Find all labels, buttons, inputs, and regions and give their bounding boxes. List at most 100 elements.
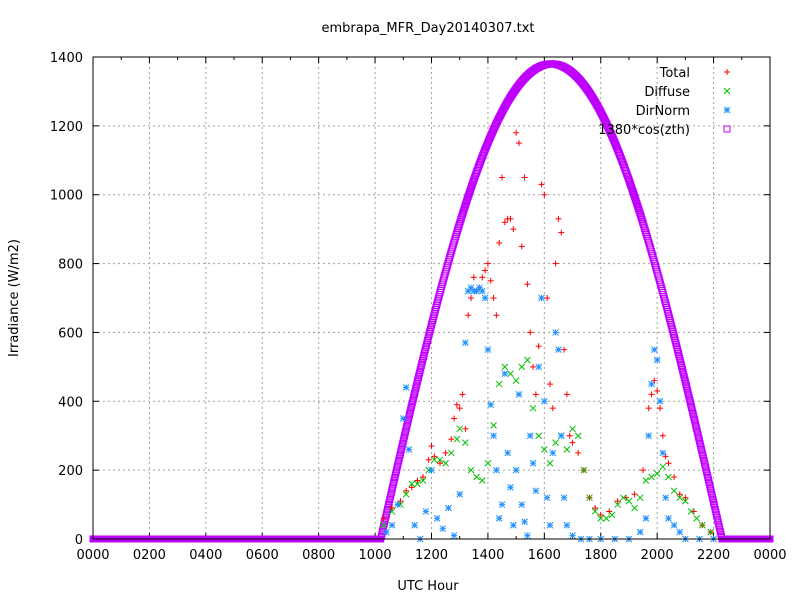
data-point	[678, 364, 686, 372]
data-point	[608, 511, 616, 519]
data-point	[504, 449, 512, 457]
data-point	[418, 357, 426, 365]
data-point	[427, 323, 435, 331]
data-point	[456, 217, 464, 225]
data-point	[490, 422, 497, 429]
data-point	[557, 432, 565, 440]
data-point	[695, 435, 703, 443]
data-point	[393, 466, 401, 474]
data-point	[495, 380, 503, 388]
data-point	[390, 476, 398, 484]
data-point	[665, 312, 673, 320]
data-point	[701, 461, 709, 469]
data-point	[706, 481, 714, 489]
data-point	[509, 521, 517, 529]
series-total	[380, 129, 714, 536]
data-point	[659, 463, 667, 471]
data-point	[484, 346, 492, 353]
data-point	[513, 129, 520, 136]
y-tick-label: 0	[75, 533, 83, 548]
data-point	[387, 488, 395, 496]
data-point	[487, 277, 494, 284]
data-point	[543, 494, 551, 502]
data-point	[668, 325, 676, 333]
data-point	[685, 394, 693, 402]
y-tick-label: 1000	[50, 189, 83, 204]
data-point	[535, 343, 542, 350]
data-point	[642, 477, 650, 484]
data-point	[419, 355, 427, 363]
data-point	[666, 317, 674, 325]
data-point	[404, 415, 412, 423]
data-point	[541, 191, 548, 198]
data-point	[671, 334, 679, 342]
data-point	[597, 511, 604, 518]
data-point	[574, 432, 582, 440]
data-point	[714, 518, 722, 526]
data-point	[670, 332, 678, 340]
data-point	[395, 454, 403, 462]
data-point	[419, 477, 427, 484]
x-tick-label: 1800	[584, 548, 617, 563]
x-tick-label: 1400	[471, 548, 504, 563]
data-point	[402, 427, 410, 435]
data-point	[710, 500, 718, 508]
data-point	[529, 404, 537, 412]
data-point	[703, 469, 711, 477]
data-point	[636, 528, 644, 536]
data-point	[682, 494, 689, 501]
data-point	[390, 478, 398, 486]
data-point	[592, 505, 599, 512]
data-point	[387, 491, 395, 499]
data-point	[693, 427, 701, 435]
data-point	[671, 474, 678, 481]
data-point	[499, 174, 506, 181]
data-point	[431, 453, 438, 460]
data-point	[705, 478, 713, 486]
data-point	[428, 466, 435, 474]
data-point	[405, 413, 413, 421]
data-point	[413, 378, 421, 386]
data-point	[659, 449, 667, 457]
series-dirnorm	[383, 284, 717, 543]
data-point	[496, 239, 503, 246]
y-tick-label: 600	[58, 326, 83, 341]
data-point	[690, 508, 697, 515]
data-point	[396, 452, 404, 460]
data-point	[546, 521, 554, 529]
data-point	[645, 432, 653, 440]
data-point	[404, 418, 412, 426]
data-point	[403, 423, 411, 431]
data-point	[423, 339, 431, 347]
data-point	[413, 380, 421, 388]
data-point	[524, 532, 531, 539]
data-point	[710, 498, 718, 506]
y-tick-label: 400	[58, 395, 83, 410]
data-point	[493, 466, 500, 474]
data-point	[424, 334, 432, 342]
data-point	[580, 466, 588, 474]
data-point	[645, 405, 652, 412]
series-diffuse	[380, 356, 715, 536]
data-point	[711, 503, 719, 511]
data-point	[619, 494, 627, 502]
data-point	[552, 329, 559, 336]
data-point	[563, 446, 571, 453]
data-point	[388, 508, 396, 515]
data-point	[552, 439, 559, 446]
data-point	[603, 514, 610, 522]
data-point	[695, 437, 703, 445]
data-point	[401, 430, 409, 438]
data-point	[637, 214, 645, 222]
data-point	[501, 363, 509, 371]
data-point	[654, 387, 661, 394]
data-point	[681, 375, 689, 383]
data-point	[671, 337, 679, 345]
data-point	[636, 208, 644, 216]
data-point	[429, 317, 437, 325]
data-point	[380, 521, 387, 529]
data-point	[664, 308, 672, 316]
data-point	[686, 399, 694, 407]
data-point	[461, 339, 469, 347]
data-point	[453, 435, 461, 443]
